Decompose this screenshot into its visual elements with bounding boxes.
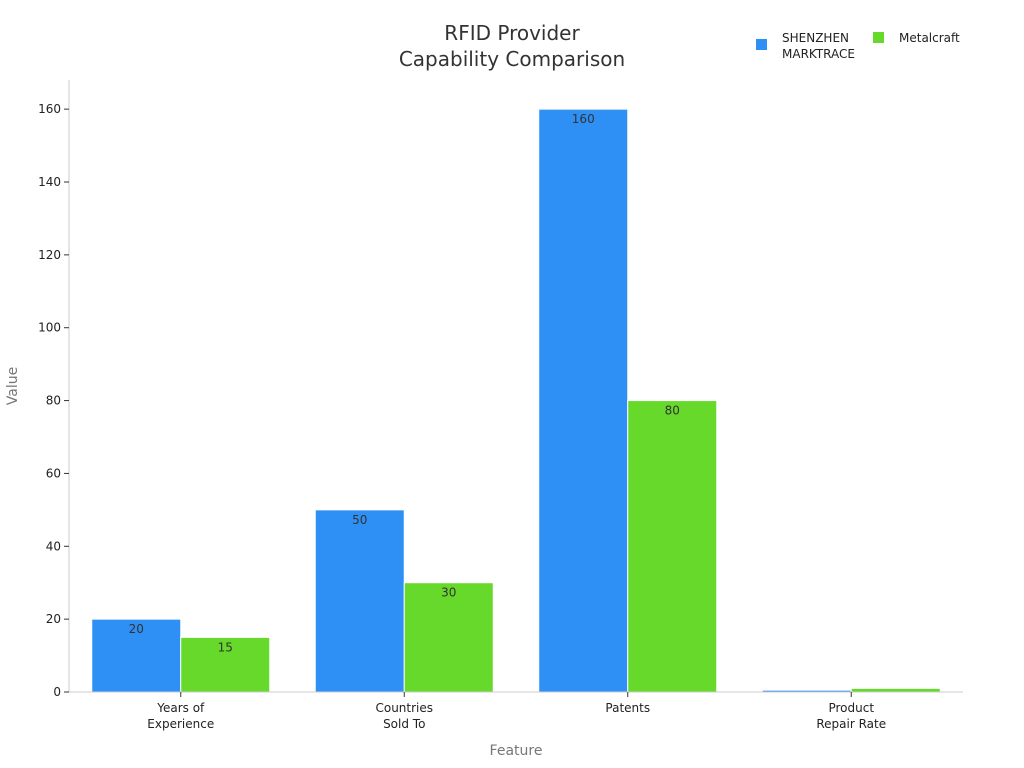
bar-series-1-2 xyxy=(538,108,629,693)
y-tick-label: 140 xyxy=(38,175,61,189)
legend-swatch xyxy=(873,32,884,43)
legend-label: Metalcraft xyxy=(899,31,960,45)
y-tick-label: 80 xyxy=(46,394,61,408)
text-line: Years of xyxy=(156,701,205,715)
bar-series-1-0 xyxy=(91,618,182,693)
text-line: SHENZHEN xyxy=(782,31,849,45)
data-label: 80 xyxy=(665,404,680,418)
y-tick-label: 0 xyxy=(53,685,61,699)
bar-series-2-3 xyxy=(850,687,941,693)
legend-label: SHENZHEN MARKTRACE xyxy=(782,31,855,61)
y-tick-label: 120 xyxy=(38,248,61,262)
y-tick-label: 60 xyxy=(46,466,61,480)
chart-title: RFID Provider Capability Comparison xyxy=(399,21,625,71)
data-label: 50 xyxy=(352,513,367,527)
text-line: Patents xyxy=(605,701,650,715)
x-tick-label: Countries Sold To xyxy=(375,701,433,731)
data-label: 15 xyxy=(218,640,233,654)
text-line: MARKTRACE xyxy=(782,47,855,61)
text-line: Product xyxy=(828,701,874,715)
y-tick-label: 40 xyxy=(46,539,61,553)
data-label: 30 xyxy=(441,586,456,600)
axes: 0 20 40 60 80 100 120 140 160 Years of Experience C… xyxy=(38,80,963,731)
text-line: Countries xyxy=(375,701,433,715)
bar-series-2-0 xyxy=(180,636,271,693)
bars: 20 15 50 30 160 80 xyxy=(91,108,941,693)
legend: SHENZHEN MARKTRACE Metalcraft xyxy=(756,31,960,61)
x-tick-label: Years of Experience xyxy=(147,701,214,731)
bar-series-2-1 xyxy=(403,582,494,693)
text-line: Sold To xyxy=(383,717,425,731)
text-line: Capability Comparison xyxy=(399,47,625,71)
text-line: Metalcraft xyxy=(899,31,960,45)
x-tick-label: Patents xyxy=(605,701,650,715)
x-axis-label: Feature xyxy=(490,743,543,759)
y-tick-label: 100 xyxy=(38,321,61,335)
legend-swatch xyxy=(756,39,767,50)
text-line: Repair Rate xyxy=(816,717,886,731)
y-tick-label: 160 xyxy=(38,102,61,116)
y-axis-label: Value xyxy=(5,367,21,405)
text-line: RFID Provider xyxy=(444,21,580,45)
bar-series-1-1 xyxy=(314,509,405,693)
y-tick-label: 20 xyxy=(46,612,61,626)
x-tick-label: Product Repair Rate xyxy=(816,701,886,731)
bar-series-2-2 xyxy=(627,400,718,693)
data-label: 20 xyxy=(129,622,144,636)
data-label: 160 xyxy=(572,112,595,126)
text-line: Experience xyxy=(147,717,214,731)
